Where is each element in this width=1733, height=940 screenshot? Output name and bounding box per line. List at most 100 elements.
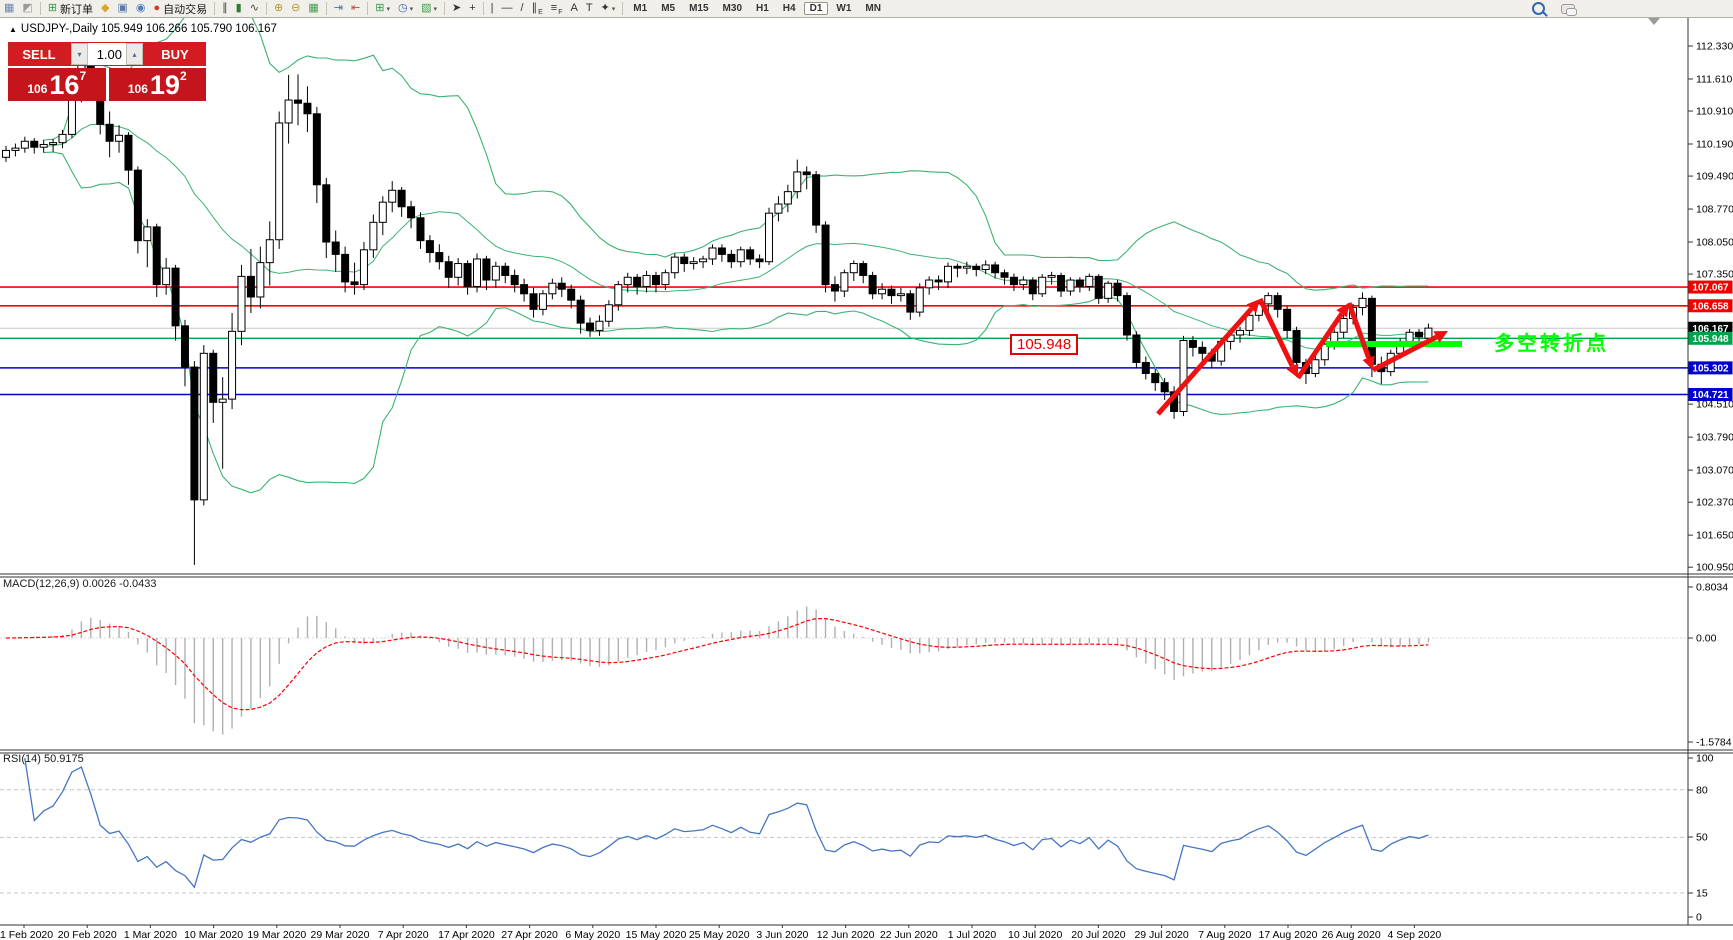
- timeframe-m30-button[interactable]: M30: [722, 3, 742, 14]
- chart-shift-icon: ⇤: [351, 2, 361, 14]
- price-annotation-label[interactable]: 105.948: [1010, 334, 1079, 355]
- rsi-axis-label: 80: [1696, 785, 1708, 797]
- collapse-panel-arrow[interactable]: ▲: [9, 25, 17, 34]
- macd-axis-label: -1.5784: [1696, 737, 1732, 749]
- indicators-button[interactable]: ⊞ ▾: [372, 1, 393, 16]
- timeframe-mn-button[interactable]: MN: [865, 3, 881, 14]
- price-tick-label: 104.510: [1696, 399, 1733, 411]
- zoom-in-button[interactable]: ⊕: [271, 1, 286, 16]
- chevron-down-icon[interactable]: ▾: [386, 5, 390, 13]
- volume-input[interactable]: 1.00: [96, 46, 122, 62]
- sell-button[interactable]: SELL: [8, 42, 70, 66]
- price-tick-label: 110.190: [1696, 139, 1733, 151]
- text-button[interactable]: A: [567, 1, 580, 16]
- red-zigzag-annotation[interactable]: [1156, 297, 1448, 416]
- rsi-panel[interactable]: [0, 757, 1688, 894]
- arrows-button[interactable]: ✦ ▾: [598, 1, 619, 16]
- price-tick-label: 102.370: [1696, 497, 1733, 509]
- expert-advisors-icon: ▣: [117, 2, 128, 14]
- auto-scroll-button[interactable]: ⇥: [331, 1, 346, 16]
- toolbar-right-icons: [1524, 2, 1583, 16]
- text-label-button[interactable]: T: [583, 1, 596, 16]
- crosshair-button[interactable]: +: [466, 1, 478, 16]
- price-badge-text: 106.167: [1692, 324, 1729, 335]
- sell-price-display[interactable]: 106 16 7: [8, 68, 106, 101]
- signals-icon: ◉: [135, 2, 146, 14]
- toolbar-separator: [265, 2, 267, 15]
- price-tick-label: 107.350: [1696, 269, 1733, 281]
- chart-window-button[interactable]: ▦: [1, 1, 17, 16]
- toolbar-separator: [482, 2, 484, 15]
- bollinger-middle-band: [43, 123, 1429, 350]
- signals-button[interactable]: ◉: [133, 1, 149, 16]
- sell-price-prefix: 106: [27, 82, 48, 96]
- cursor-button[interactable]: ➤: [449, 1, 464, 16]
- timeframe-h1-button[interactable]: H1: [756, 3, 769, 14]
- timeframe-m5-button[interactable]: M5: [661, 3, 676, 14]
- price-axis[interactable]: 112.330 111.610 110.910 110.190 109.490 108.7…: [1688, 41, 1733, 924]
- horizontal-line-button[interactable]: —: [499, 1, 516, 16]
- templates-button[interactable]: ▧ ▾: [418, 1, 440, 16]
- buy-price-display[interactable]: 106 19 2: [108, 68, 206, 101]
- trendline-button[interactable]: /: [518, 1, 527, 16]
- fibonacci-icon: ≡: [550, 2, 558, 14]
- bar-chart-icon: ∥: [222, 2, 228, 14]
- periods-button[interactable]: ◷ ▾: [395, 1, 416, 16]
- toolbar-separator: [325, 2, 327, 15]
- bollinger-upper-band: [43, 17, 1429, 291]
- equidistant-channel-button[interactable]: ∥ E: [529, 1, 546, 16]
- chevron-down-icon[interactable]: ▾: [409, 5, 414, 13]
- main-chart-panel[interactable]: [0, 0, 1688, 565]
- new-order-button[interactable]: ⊞ 新订单: [45, 1, 96, 16]
- date-tick-label: 27 Apr 2020: [501, 929, 558, 940]
- line-chart-button[interactable]: ∿: [247, 1, 262, 16]
- toolbar: ▦ ◩ ⊞ 新订单 ◆ ▣ ◉ ● 自动交易 ∥ ▮ ∿ ⊕ ⊖ ▦ ⇥ ⇤ ⊞ ▾ ◷ ▾ ▧ ▾ ➤ + | — / ∥ E ≡ F A T ✦…: [0, 0, 1733, 18]
- autotrading-button[interactable]: ● 自动交易: [151, 1, 211, 16]
- date-tick-label: 15 May 2020: [626, 929, 687, 940]
- timeframe-h4-button[interactable]: H4: [782, 3, 796, 14]
- chat-icon[interactable]: [1561, 3, 1577, 16]
- macd-panel[interactable]: [0, 606, 1688, 735]
- chart-shift-button[interactable]: ⇤: [348, 1, 363, 16]
- text-icon: A: [570, 2, 578, 14]
- fibonacci-icon-sub: F: [558, 9, 563, 16]
- chevron-down-icon[interactable]: ▾: [611, 5, 616, 13]
- one-click-trading-panel: SELL ▾ 1.00 ▴ BUY 106 16 7 106 19 2: [8, 42, 206, 101]
- volume-decrease-button[interactable]: ▾: [71, 43, 88, 65]
- price-badge-text: 107.067: [1692, 283, 1729, 294]
- date-tick-label: 10 Mar 2020: [184, 929, 243, 940]
- vertical-line-button[interactable]: |: [488, 1, 497, 16]
- lime-support-segment[interactable]: [1326, 341, 1462, 347]
- chart-shift-marker[interactable]: [1648, 18, 1660, 25]
- sell-price-pip: 7: [79, 69, 87, 83]
- date-axis[interactable]: 11 Feb 2020 20 Feb 2020 1 Mar 2020 10 Mar 2…: [0, 925, 1441, 940]
- date-tick-label: 6 May 2020: [565, 929, 620, 940]
- macd-signal-line: [5, 617, 1429, 711]
- rsi-axis-label: 100: [1696, 753, 1714, 765]
- timeframe-m1-button[interactable]: M1: [633, 3, 648, 14]
- date-tick-label: 22 Jun 2020: [880, 929, 938, 940]
- tick-chart-button[interactable]: ◩: [19, 1, 35, 16]
- horizontal-line-icon: —: [501, 2, 513, 14]
- turning-point-annotation[interactable]: 多空转折点: [1494, 333, 1609, 355]
- timeframe-d1-button[interactable]: D1: [803, 2, 829, 15]
- search-icon[interactable]: [1532, 2, 1545, 15]
- tile-windows-button[interactable]: ▦: [305, 1, 321, 16]
- auto-scroll-icon: ⇥: [333, 2, 344, 14]
- bar-chart-button[interactable]: ∥: [219, 1, 231, 16]
- volume-increase-button[interactable]: ▴: [126, 43, 143, 65]
- buy-button[interactable]: BUY: [144, 42, 206, 66]
- metaeditor-button[interactable]: ◆: [98, 1, 112, 16]
- candlestick-chart-button[interactable]: ▮: [233, 1, 245, 16]
- timeframe-m15-button[interactable]: M15: [689, 3, 709, 14]
- date-tick-label: 20 Feb 2020: [58, 929, 117, 940]
- chevron-down-icon[interactable]: ▾: [433, 5, 438, 13]
- timeframe-w1-button[interactable]: W1: [836, 3, 852, 14]
- expert-advisors-button[interactable]: ▣: [115, 1, 131, 16]
- candles: [2, 51, 1433, 565]
- fibonacci-button[interactable]: ≡ F: [548, 1, 566, 16]
- buy-price-prefix: 106: [127, 82, 148, 96]
- price-badge-text: 106.658: [1692, 301, 1729, 312]
- chart-window-icon: ▦: [4, 2, 15, 14]
- zoom-out-button[interactable]: ⊖: [288, 1, 303, 16]
